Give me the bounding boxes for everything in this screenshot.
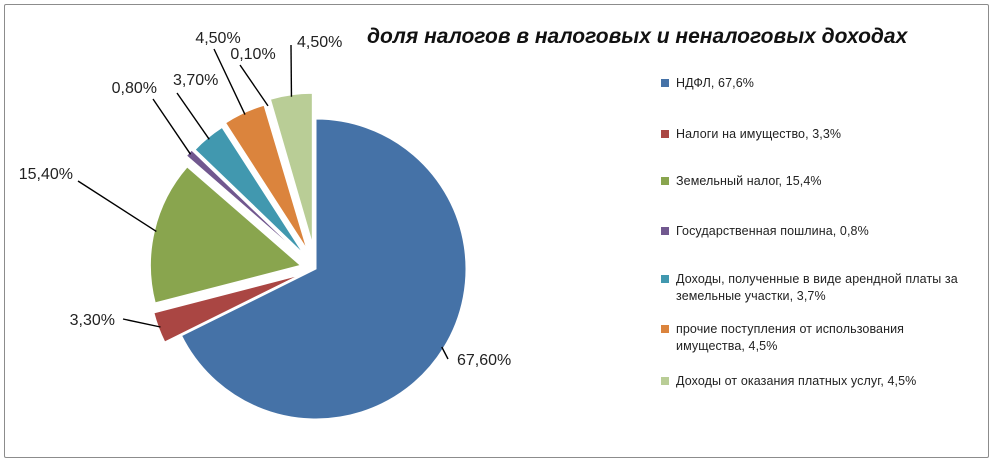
data-label: 4,50% [297, 34, 342, 51]
legend-label: Налоги на имущество, 3,3% [676, 127, 842, 141]
data-labels: 67,60%3,30%15,40%0,80% 3,70%4,50%0,10%4,5… [19, 30, 512, 369]
leader-line [77, 180, 157, 233]
legend-label: прочие поступления от использования имущ… [676, 322, 905, 353]
chart-frame: доля налогов в налоговых и неналоговых д… [4, 4, 989, 458]
chart-title: доля налогов в налоговых и неналоговых д… [367, 25, 909, 48]
legend-label: Доходы от оказания платных услуг, 4,5% [676, 374, 917, 388]
data-label: 0,80% [112, 80, 157, 97]
pie-slices [149, 92, 467, 420]
leader-line [122, 318, 161, 328]
legend-item: Доходы от оказания платных услуг, 4,5% [661, 373, 961, 390]
data-label: 3,70% [173, 72, 218, 89]
leader-line [213, 48, 246, 115]
leader-line [176, 92, 210, 140]
legend-label: Государственная пошлина, 0,8% [676, 224, 869, 238]
legend-item: Государственная пошлина, 0,8% [661, 223, 961, 240]
leader-lines [77, 44, 449, 360]
legend-item: НДФЛ, 67,6% [661, 75, 961, 92]
legend-swatch [661, 275, 669, 283]
legend-label: Доходы, полученные в виде арендной платы… [676, 272, 958, 303]
data-label: 0,10% [230, 46, 275, 63]
legend-label: Земельный налог, 15,4% [676, 174, 822, 188]
leader-line [441, 346, 449, 360]
data-label: 15,40% [19, 166, 73, 183]
legend-swatch [661, 227, 669, 235]
pie-slice [153, 274, 300, 343]
legend-item: Налоги на имущество, 3,3% [661, 126, 961, 143]
legend-item: Доходы, полученные в виде арендной платы… [661, 271, 961, 305]
pie-slice [180, 118, 467, 420]
legend-item: Земельный налог, 15,4% [661, 173, 961, 190]
legend-swatch [661, 377, 669, 385]
leader-line [152, 98, 192, 155]
legend-swatch [661, 79, 669, 87]
data-label: 4,50% [195, 30, 240, 47]
data-label: 3,30% [70, 312, 115, 329]
pie-chart: доля налогов в налоговых и неналоговых д… [19, 25, 909, 420]
legend-item: прочие поступления от использования имущ… [661, 321, 961, 355]
legend-swatch [661, 325, 669, 333]
legend-label: НДФЛ, 67,6% [676, 76, 754, 90]
legend-swatch [661, 130, 669, 138]
data-label: 67,60% [457, 352, 511, 369]
legend-swatch [661, 177, 669, 185]
leader-line [239, 64, 269, 107]
